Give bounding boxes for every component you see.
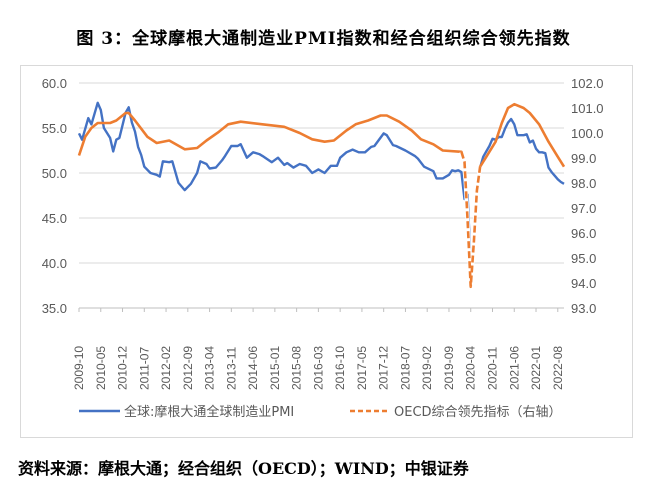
- source-note: 资料来源：摩根大通；经合组织（OECD）；WIND；中银证券: [18, 459, 469, 478]
- y-right-tick-label: 99.0: [571, 151, 596, 166]
- x-tick-label: 2015-01: [268, 346, 282, 390]
- x-tick-label: 2012-09: [181, 346, 195, 390]
- y-right-tick-label: 94.0: [571, 276, 596, 291]
- series-line-oecd: [77, 102, 566, 289]
- x-tick-label: 2016-03: [311, 346, 325, 390]
- x-tick-label: 2022-01: [529, 346, 543, 390]
- x-tick-label: 2012-02: [159, 346, 173, 390]
- x-tick-label: 2020-11: [485, 347, 499, 390]
- y-right-tick-label: 100.0: [571, 126, 604, 141]
- y-right-tick-label: 97.0: [571, 201, 596, 216]
- legend-label-oecd: OECD综合领先指标（右轴）: [394, 405, 562, 420]
- y-left-tick-label: 55.0: [42, 121, 67, 136]
- series-line-oecd-dashed: [460, 151, 482, 287]
- legend-label-pmi: 全球:摩根大通全球制造业PMI: [124, 404, 294, 420]
- y-right-tick-label: 93.0: [571, 301, 596, 316]
- x-tick-label: 2018-07: [398, 346, 412, 390]
- chart-frame: [20, 65, 633, 438]
- x-tick-label: 2017-12: [377, 346, 391, 390]
- y-left-tick-label: 45.0: [42, 211, 67, 226]
- y-right-tick-label: 96.0: [571, 226, 596, 241]
- y-right-tick-label: 101.0: [571, 101, 604, 116]
- figure-title: 图 3：全球摩根大通制造业PMI指数和经合组织综合领先指数: [76, 29, 571, 49]
- x-tick-label: 2013-04: [203, 346, 217, 390]
- y-right-tick-label: 95.0: [571, 251, 596, 266]
- y-left-tick-label: 40.0: [42, 256, 67, 271]
- x-tick-label: 2010-05: [94, 346, 108, 390]
- y-left-tick-label: 50.0: [42, 166, 67, 181]
- y-left-tick-label: 60.0: [42, 76, 67, 91]
- x-tick-label: 2017-05: [355, 346, 369, 390]
- x-tick-label: 2019-09: [442, 346, 456, 390]
- x-tick-label: 2015-08: [290, 346, 304, 390]
- x-tick-label: 2011-07: [137, 347, 151, 390]
- x-tick-label: 2019-02: [420, 346, 434, 390]
- x-tick-label: 2021-06: [507, 346, 521, 390]
- y-right-tick-label: 102.0: [571, 76, 604, 91]
- y-right-tick-label: 98.0: [571, 176, 596, 191]
- x-tick-label: 2022-08: [551, 346, 565, 390]
- x-tick-label: 2016-10: [333, 346, 347, 390]
- y-left-tick-label: 35.0: [42, 301, 67, 316]
- x-tick-label: 2009-10: [72, 346, 86, 390]
- x-tick-label: 2010-12: [116, 346, 130, 390]
- x-tick-label: 2013-11: [224, 347, 238, 390]
- x-tick-label: 2020-04: [464, 346, 478, 390]
- series-line-pmi: [77, 101, 565, 268]
- x-tick-label: 2014-06: [246, 346, 260, 390]
